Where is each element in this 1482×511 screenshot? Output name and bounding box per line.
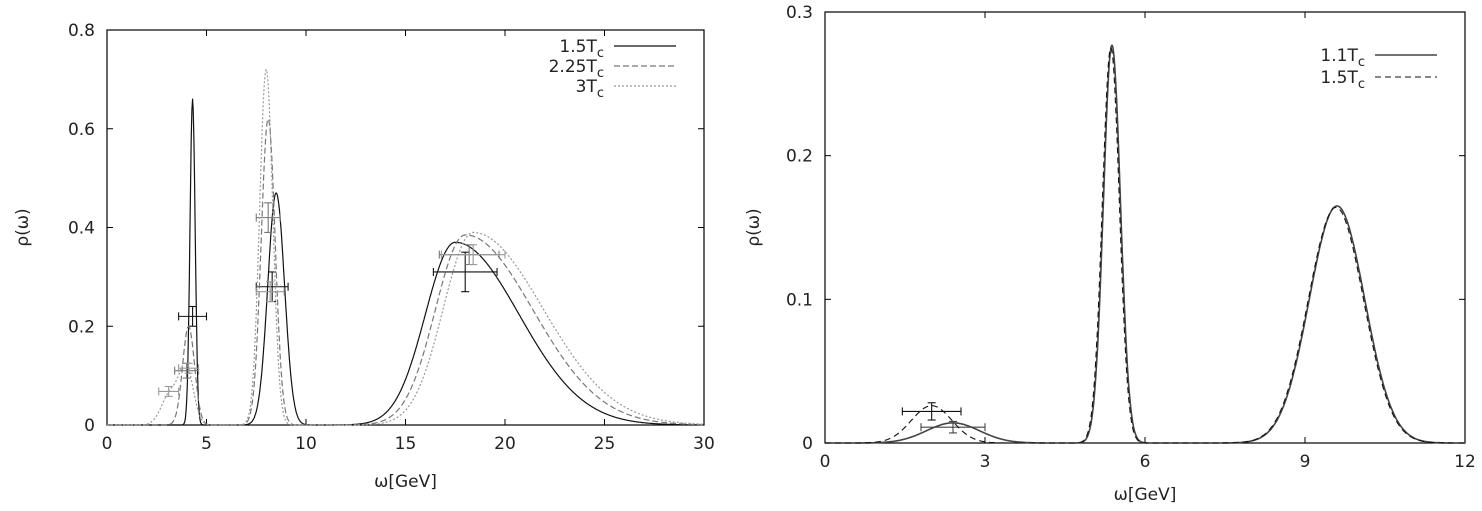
x-tick-label: 5 <box>201 434 212 454</box>
error-bar-3Tc <box>440 244 506 266</box>
y-axis-label: ρ(ω) <box>13 208 33 246</box>
error-bar-1.1Tc <box>920 420 986 434</box>
y-tick-label: 0.1 <box>786 290 813 310</box>
error-bar-2.25Tc <box>255 202 281 233</box>
x-tick-label: 0 <box>820 452 831 472</box>
y-axis-label: ρ(ω) <box>744 208 764 246</box>
y-tick-label: 0.4 <box>68 219 95 239</box>
legend-label-1.5Tc: 1.5Tc <box>1320 68 1365 92</box>
x-tick-label: 30 <box>693 434 715 454</box>
y-tick-label: 0.2 <box>68 317 95 337</box>
x-tick-label: 0 <box>102 434 113 454</box>
series-line-2.25Tc <box>107 118 704 426</box>
chart-left: 0 5 10 15 20 25 3000.20.40.60.8ω[GeV]ρ(ω)1.5Tc… <box>13 21 715 492</box>
y-tick-label: 0.8 <box>68 21 95 41</box>
x-tick-label: 15 <box>395 434 417 454</box>
y-tick-label: 0 <box>84 416 95 436</box>
x-tick-label: 25 <box>594 434 616 454</box>
x-tick-label: 12 <box>1454 452 1476 472</box>
y-tick-label: 0 <box>802 434 813 454</box>
error-bar-1.5Tc <box>432 251 498 293</box>
series-line-1.5Tc <box>107 98 704 426</box>
x-tick-label: 9 <box>1300 452 1311 472</box>
x-tick-label: 20 <box>494 434 516 454</box>
error-bar-1.5Tc <box>901 402 962 421</box>
error-bar-3Tc <box>255 281 285 303</box>
x-axis-label: ω[GeV] <box>1114 485 1177 505</box>
y-tick-label: 0.6 <box>68 120 95 140</box>
error-bar-1.5Tc <box>178 305 208 327</box>
y-tick-label: 0.3 <box>786 3 813 23</box>
error-bar-1.5Tc <box>255 271 289 303</box>
y-tick-label: 0.2 <box>786 147 813 167</box>
series-line-1.5Tc <box>825 47 1465 444</box>
x-tick-label: 6 <box>1140 452 1151 472</box>
x-axis-label: ω[GeV] <box>374 472 437 492</box>
series-line-3Tc <box>107 68 704 426</box>
legend-label-1.1Tc: 1.1Tc <box>1320 46 1365 70</box>
plot-frame <box>106 29 705 426</box>
x-tick-label: 3 <box>980 452 991 472</box>
x-tick-label: 10 <box>295 434 317 454</box>
error-bar-3Tc <box>178 362 200 374</box>
plot-frame <box>824 11 1466 444</box>
error-bar-3Tc <box>158 385 180 397</box>
series-line-1.1Tc <box>824 44 1466 444</box>
